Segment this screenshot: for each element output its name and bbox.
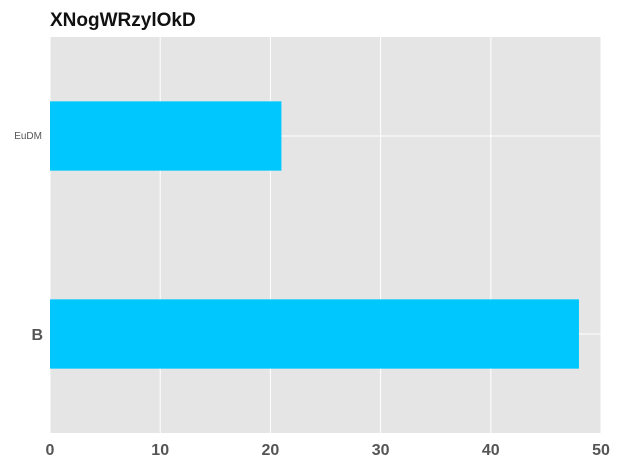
x-tick-label-40: 40: [482, 442, 500, 459]
x-tick-label-20: 20: [262, 442, 280, 459]
y-tick-labels: B EuDM: [14, 131, 43, 344]
y-tick-label-eudm: EuDM: [14, 131, 42, 142]
x-tick-label-30: 30: [372, 442, 390, 459]
x-tick-label-0: 0: [46, 442, 55, 459]
bars: [50, 101, 579, 369]
chart-title: XNogWRzylOkD: [50, 10, 196, 31]
x-tick-label-10: 10: [151, 442, 169, 459]
plot-area: [50, 37, 601, 433]
bar-eudm: [50, 101, 282, 171]
x-tick-labels: 0 10 20 30 40 50: [46, 442, 610, 459]
x-tick-label-50: 50: [592, 442, 610, 459]
bar-b: [50, 299, 579, 369]
y-tick-label-b: B: [31, 327, 43, 344]
